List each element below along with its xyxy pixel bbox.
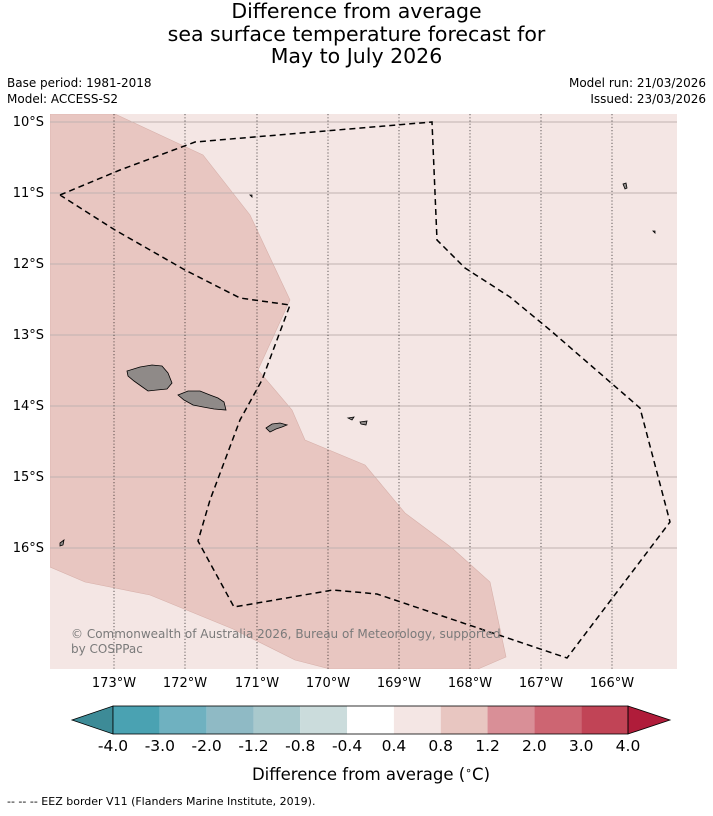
colorbar-segment <box>253 706 301 734</box>
colorbar-extend-low <box>70 705 114 735</box>
chart-title: Difference from average sea surface temp… <box>0 0 713 68</box>
meta-right: Model run: 21/03/2026 Issued: 23/03/2026 <box>569 75 706 107</box>
colorbar-tick-label: 0.8 <box>428 737 453 755</box>
colorbar-tick-label: 1.2 <box>475 737 500 755</box>
colorbar-tick-label: -0.8 <box>285 737 315 755</box>
colorbar-tick-label: -3.0 <box>145 737 175 755</box>
lon-label: 170°W <box>306 676 350 691</box>
island-tau <box>359 420 368 426</box>
lat-label: 10°S <box>13 115 44 130</box>
eez-legend: -- -- -- EEZ border V11 (Flanders Marine… <box>7 795 316 808</box>
colorbar-tick-label: -1.2 <box>238 737 268 755</box>
title-line-1: Difference from average <box>231 0 482 23</box>
degree-symbol: ∘ <box>465 764 472 777</box>
lon-label: 171°W <box>235 676 279 691</box>
island-wallis <box>59 539 65 547</box>
island-ofu <box>346 416 355 421</box>
colorbar-tick-label: 2.0 <box>522 737 547 755</box>
colorbar-segment <box>440 706 488 734</box>
colorbar-tick-label: 4.0 <box>616 737 641 755</box>
lon-label: 166°W <box>590 676 634 691</box>
colorbar-tick-label: -2.0 <box>192 737 222 755</box>
island-small <box>249 194 253 198</box>
colorbar-label-unit: C) <box>472 765 490 784</box>
eez-border-samoa <box>59 121 671 659</box>
colorbar-segment <box>393 706 441 734</box>
lat-label: 16°S <box>13 541 44 556</box>
colorbar-segment <box>581 706 628 734</box>
colorbar-tick-label: 3.0 <box>569 737 594 755</box>
colorbar-segment <box>300 706 348 734</box>
lon-label: 173°W <box>92 676 136 691</box>
lat-label: 12°S <box>13 257 44 272</box>
lon-labels: 173°W 172°W 171°W 170°W 169°W 168°W 167°… <box>92 676 634 691</box>
copyright-line-1: © Commonwealth of Australia 2026, Bureau… <box>71 627 501 641</box>
lon-label: 169°W <box>377 676 421 691</box>
colorbar: -4.0 -3.0 -2.0 -1.2 -0.8 -0.4 0.4 0.8 1.2 2.0 3.0 4… <box>70 705 672 784</box>
map-gridlines <box>50 114 677 669</box>
model-name: Model: ACCESS-S2 <box>7 92 119 106</box>
lon-label: 167°W <box>519 676 563 691</box>
island-swains <box>652 230 656 234</box>
colorbar-tick-label: -4.0 <box>98 737 128 755</box>
copyright-line-2: by COSPPac <box>71 642 143 656</box>
colorbar-tick-label: 0.4 <box>382 737 407 755</box>
base-period: Base period: 1981-2018 <box>7 76 152 90</box>
colorbar-label-text: Difference from average ( <box>252 765 465 784</box>
island-savaii <box>126 364 173 392</box>
lat-label: 13°S <box>13 328 44 343</box>
title-line-2: sea surface temperature forecast for <box>167 21 546 46</box>
issued-date: Issued: 23/03/2026 <box>590 92 706 106</box>
colorbar-segment <box>487 706 535 734</box>
islands <box>59 182 656 547</box>
lon-label: 168°W <box>448 676 492 691</box>
island-rose-atoll <box>622 182 628 190</box>
colorbar-extend-high <box>627 705 672 735</box>
colorbar-segment <box>206 706 254 734</box>
colorbar-tick-label: -0.4 <box>332 737 362 755</box>
island-upolu <box>177 390 227 411</box>
lat-label: 15°S <box>13 470 44 485</box>
colorbar-segment <box>347 706 394 734</box>
colorbar-segment <box>113 706 160 734</box>
lat-label: 11°S <box>13 186 44 201</box>
model-run: Model run: 21/03/2026 <box>568 76 706 90</box>
lat-labels: 10°S 11°S 12°S 13°S 14°S 15°S 16°S <box>13 115 44 556</box>
meta-left: Base period: 1981-2018 Model: ACCESS-S2 <box>7 75 152 107</box>
colorbar-frame <box>112 705 629 735</box>
eez-borders <box>59 121 671 659</box>
colorbar-label: Difference from average (∘C) <box>252 764 490 784</box>
title-line-3: May to July 2026 <box>270 44 443 68</box>
colorbar-ticks: -4.0 -3.0 -2.0 -1.2 -0.8 -0.4 0.4 0.8 1.2 2.0 3.0 4… <box>98 737 640 755</box>
lon-label: 172°W <box>163 676 207 691</box>
colorbar-segments <box>70 705 672 735</box>
colorbar-segment <box>159 706 207 734</box>
lat-label: 14°S <box>13 399 44 414</box>
island-tutuila <box>265 422 289 433</box>
colorbar-segment <box>534 706 582 734</box>
